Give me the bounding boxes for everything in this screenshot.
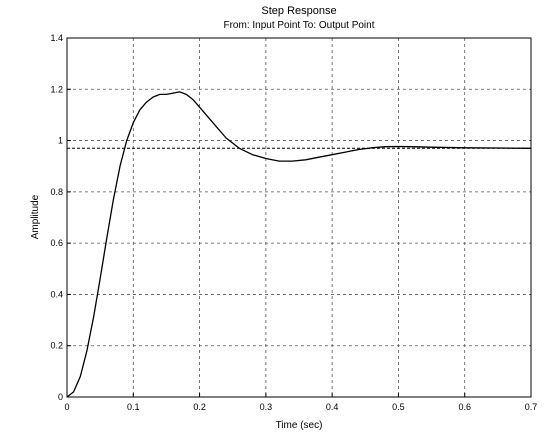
x-tick-label: 0 — [64, 402, 69, 412]
y-tick-label: 0.6 — [50, 238, 63, 248]
y-tick-label: 1.4 — [50, 33, 63, 43]
series-layer — [66, 91, 532, 398]
x-axis-label: Time (sec) — [276, 420, 323, 431]
chart-subtitle: From: Input Point To: Output Point — [223, 20, 374, 31]
x-tick-label: 0.7 — [525, 402, 538, 412]
x-tick-label: 0.3 — [260, 402, 273, 412]
y-tick-label: 1.2 — [50, 84, 63, 94]
y-tick-label: 0.8 — [50, 187, 63, 197]
ticks: 0 0.1 0.2 0.3 0.4 0.5 0.6 0.7 0 0.2 0.4 0.6 0.8 1 1.2 1… — [50, 33, 537, 412]
x-tick-label: 0.4 — [326, 402, 339, 412]
y-axis-label: Amplitude — [30, 194, 41, 239]
plot-area-frame — [66, 37, 532, 398]
y-tick-label: 0 — [58, 392, 63, 402]
y-tick-label: 1 — [58, 136, 63, 146]
chart-title: Step Response — [261, 5, 336, 17]
step-response-line — [66, 91, 532, 398]
x-tick-label: 0.5 — [392, 402, 405, 412]
y-tick-label: 0.2 — [50, 341, 63, 351]
x-tick-label: 0.6 — [458, 402, 471, 412]
y-tick-label: 0.4 — [50, 289, 63, 299]
x-tick-label: 0.2 — [193, 402, 206, 412]
x-tick-label: 0.1 — [127, 402, 140, 412]
grid — [67, 38, 531, 397]
